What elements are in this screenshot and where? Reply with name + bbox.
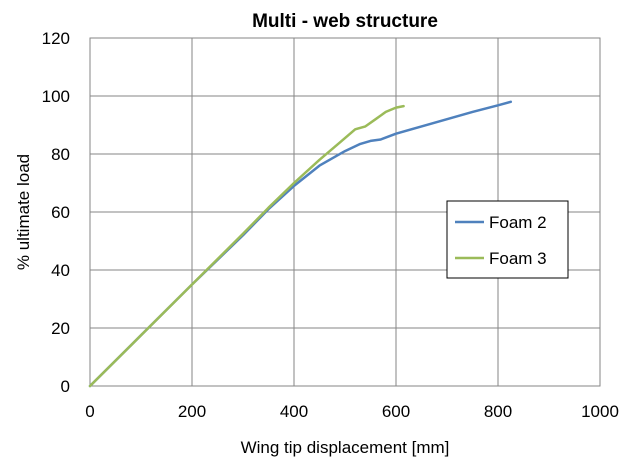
chart-title: Multi - web structure — [252, 11, 438, 32]
y-tick-label: 60 — [51, 203, 70, 222]
x-tick-label: 1000 — [581, 402, 619, 421]
x-tick-label: 0 — [85, 402, 94, 421]
y-tick-label: 40 — [51, 261, 70, 280]
y-axis-label: % ultimate load — [14, 154, 33, 270]
plot-area-frame — [89, 37, 601, 387]
y-tick-label: 20 — [51, 319, 70, 338]
y-tick-label: 80 — [51, 145, 70, 164]
legend-label-foam-2: Foam 2 — [489, 213, 547, 232]
y-tick-label: 0 — [61, 377, 70, 396]
x-tick-label: 400 — [280, 402, 308, 421]
x-axis-label: Wing tip displacement [mm] — [241, 438, 450, 457]
legend-label-foam-3: Foam 3 — [489, 249, 547, 268]
y-tick-label: 100 — [42, 87, 70, 106]
legend-box — [446, 200, 569, 279]
y-tick-label: 120 — [42, 29, 70, 48]
series-line-foam-3 — [88, 104, 405, 388]
tick-labels: 0 200 400 600 800 1000 0 20 40 60 80 100 120 — [42, 29, 619, 421]
data-series — [88, 100, 513, 388]
legend: Foam 2 Foam 3 — [446, 200, 569, 279]
x-tick-label: 800 — [484, 402, 512, 421]
x-tick-label: 600 — [382, 402, 410, 421]
x-tick-label: 200 — [178, 402, 206, 421]
